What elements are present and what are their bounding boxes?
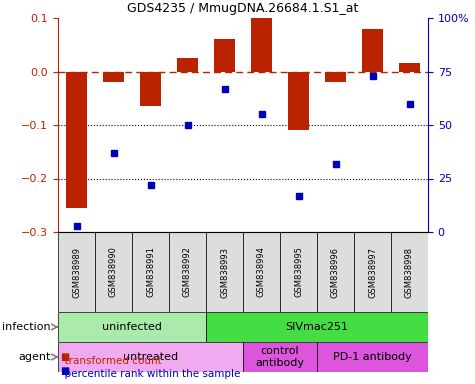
Bar: [140, 71, 161, 106]
Text: agent: agent: [18, 352, 51, 362]
Bar: [317, 342, 428, 372]
Text: percentile rank within the sample: percentile rank within the sample: [58, 369, 240, 379]
Bar: [391, 232, 428, 312]
Text: infection: infection: [2, 322, 51, 332]
Text: GSM838990: GSM838990: [109, 247, 118, 298]
Text: ■: ■: [60, 352, 70, 362]
Bar: [399, 63, 420, 71]
Bar: [95, 232, 132, 312]
Text: SIVmac251: SIVmac251: [285, 322, 349, 332]
Bar: [354, 232, 391, 312]
Bar: [243, 232, 280, 312]
Bar: [288, 71, 309, 130]
Text: GSM838994: GSM838994: [257, 247, 266, 298]
Bar: [214, 40, 235, 71]
Text: uninfected: uninfected: [102, 322, 162, 332]
Bar: [206, 312, 428, 342]
Bar: [280, 232, 317, 312]
Text: GSM838989: GSM838989: [72, 247, 81, 298]
Text: GSM838998: GSM838998: [405, 247, 414, 298]
Bar: [58, 312, 206, 342]
Bar: [66, 71, 86, 208]
Bar: [206, 232, 243, 312]
Bar: [251, 18, 272, 71]
Bar: [132, 232, 169, 312]
Text: untreated: untreated: [123, 352, 178, 362]
Bar: [58, 342, 243, 372]
Bar: [58, 232, 95, 312]
Bar: [317, 232, 354, 312]
Bar: [169, 232, 206, 312]
Text: ■: ■: [60, 366, 70, 376]
Text: transformed count: transformed count: [58, 356, 162, 366]
Text: GSM838997: GSM838997: [368, 247, 377, 298]
Bar: [325, 71, 346, 82]
Text: GSM838996: GSM838996: [331, 247, 340, 298]
Bar: [243, 342, 317, 372]
Text: GSM838992: GSM838992: [183, 247, 192, 298]
Text: GSM838995: GSM838995: [294, 247, 303, 298]
Bar: [177, 58, 198, 71]
Bar: [104, 71, 124, 82]
Title: GDS4235 / MmugDNA.26684.1.S1_at: GDS4235 / MmugDNA.26684.1.S1_at: [127, 2, 359, 15]
Text: control
antibody: control antibody: [256, 346, 304, 368]
Text: GSM838993: GSM838993: [220, 247, 229, 298]
Text: GSM838991: GSM838991: [146, 247, 155, 298]
Bar: [362, 29, 383, 71]
Text: PD-1 antibody: PD-1 antibody: [333, 352, 412, 362]
